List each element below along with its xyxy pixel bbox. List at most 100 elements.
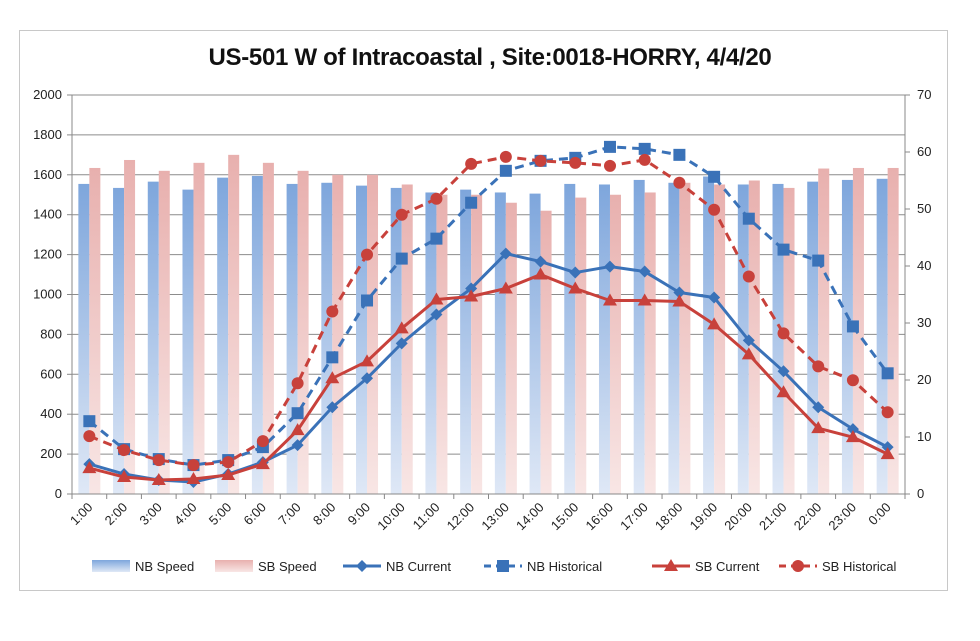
- x-tick-label: 20:00: [721, 500, 755, 534]
- point-sb-historical: [812, 360, 825, 373]
- point-nb-historical: [395, 252, 408, 265]
- point-nb-current: [395, 337, 408, 350]
- line-sb-historical: [88, 155, 889, 467]
- bar-sb-speed: [679, 182, 691, 494]
- bar-sb-speed: [887, 167, 899, 494]
- y-right-tick-label: 10: [917, 429, 931, 444]
- point-sb-historical: [499, 150, 512, 163]
- bar-nb-speed: [182, 189, 194, 494]
- point-nb-historical: [326, 351, 339, 364]
- point-sb-current: [117, 470, 132, 483]
- point-sb-current: [186, 472, 201, 485]
- y-right-tick-label: 50: [917, 201, 931, 216]
- bar-nb-speed: [286, 183, 298, 495]
- bar-nb-speed: [737, 184, 749, 495]
- point-sb-historical: [291, 377, 304, 390]
- bar-nb-speed: [494, 192, 506, 494]
- bar-sb-speed: [818, 168, 830, 494]
- y-right-tick-label: 30: [917, 315, 931, 330]
- point-nb-current: [673, 286, 686, 299]
- legend-item-sb-current: SB Current: [652, 559, 760, 574]
- point-sb-historical: [430, 192, 443, 205]
- bar-nb-speed: [598, 184, 610, 495]
- point-sb-current: [845, 430, 860, 443]
- bar-sb-speed: [748, 180, 760, 494]
- y-left-tick-label: 1200: [33, 247, 62, 262]
- point-nb-current: [430, 308, 443, 321]
- chart-frame: [19, 30, 948, 591]
- x-tick-label: 2:00: [102, 500, 131, 529]
- x-tick-label: 15:00: [548, 500, 582, 534]
- x-tick-label: 7:00: [275, 500, 304, 529]
- point-sb-historical: [742, 270, 755, 283]
- point-nb-historical: [603, 140, 616, 153]
- bar-sb-speed: [540, 210, 552, 494]
- y-right-tick-label: 70: [917, 87, 931, 102]
- bar-nb-speed: [390, 187, 402, 494]
- line-sb-current: [88, 273, 889, 482]
- bar-sb-speed: [644, 192, 656, 494]
- point-nb-historical: [499, 164, 512, 177]
- point-sb-historical: [465, 157, 478, 170]
- bar-nb-speed: [668, 182, 680, 494]
- point-nb-current: [603, 260, 616, 273]
- legend-item-nb-historical: NB Historical: [484, 559, 602, 574]
- legend-item-nb-current: NB Current: [343, 559, 451, 574]
- x-tick-label: 3:00: [136, 500, 165, 529]
- point-sb-current: [498, 281, 513, 294]
- point-nb-current: [742, 334, 755, 347]
- bar-sb-speed: [609, 194, 621, 494]
- x-tick-label: 13:00: [478, 500, 512, 534]
- line-nb-historical: [88, 145, 889, 467]
- point-sb-historical: [256, 435, 269, 448]
- bar-nb-speed: [321, 182, 333, 494]
- point-nb-current: [326, 401, 339, 414]
- point-sb-historical: [846, 374, 859, 387]
- bar-nb-speed: [633, 179, 645, 494]
- point-nb-historical: [777, 243, 790, 256]
- chart-title: US-501 W of Intracoastal , Site:0018-HOR…: [208, 44, 772, 71]
- point-sb-current: [672, 294, 687, 307]
- bar-sb-speed: [158, 170, 170, 494]
- x-tick-label: 8:00: [310, 500, 339, 529]
- point-nb-current: [812, 401, 825, 414]
- bar-nb-speed: [356, 185, 368, 494]
- bar-sb-speed: [471, 194, 483, 494]
- point-sb-current: [637, 293, 652, 306]
- x-tick-label: 16:00: [582, 500, 616, 534]
- legend-item-sb-speed: SB Speed: [215, 559, 317, 574]
- point-sb-current: [776, 385, 791, 398]
- point-nb-current: [777, 365, 790, 378]
- x-tick-label: 0:00: [865, 500, 894, 529]
- bar-nb-speed: [807, 181, 819, 494]
- point-nb-historical: [742, 212, 755, 225]
- point-sb-historical: [152, 454, 165, 467]
- point-sb-current: [741, 347, 756, 360]
- bar-sb-speed: [436, 194, 448, 494]
- x-tick-label: 9:00: [345, 500, 374, 529]
- point-sb-current: [533, 267, 548, 280]
- x-tick-label: 17:00: [617, 500, 651, 534]
- legend-label: NB Historical: [527, 559, 602, 574]
- bar-nb-speed: [841, 179, 853, 494]
- legend-swatch: [92, 560, 130, 572]
- point-nb-current: [499, 247, 512, 260]
- y-left-tick-label: 1800: [33, 127, 62, 142]
- bar-sb-speed: [714, 184, 726, 495]
- bar-sb-speed: [193, 162, 205, 494]
- bar-sb-speed: [332, 174, 344, 495]
- x-tick-label: 21:00: [756, 500, 790, 534]
- point-nb-historical: [673, 148, 686, 161]
- point-sb-current: [325, 371, 340, 384]
- point-sb-current: [360, 354, 375, 367]
- legend-swatch: [215, 560, 253, 572]
- point-sb-current: [151, 473, 166, 486]
- bar-sb-speed: [124, 159, 136, 495]
- point-sb-historical: [708, 203, 721, 216]
- bar-nb-speed: [703, 176, 715, 494]
- bar-nb-speed: [772, 183, 784, 495]
- point-nb-current: [465, 282, 478, 295]
- bar-sb-speed: [89, 167, 101, 494]
- point-sb-historical: [326, 305, 339, 318]
